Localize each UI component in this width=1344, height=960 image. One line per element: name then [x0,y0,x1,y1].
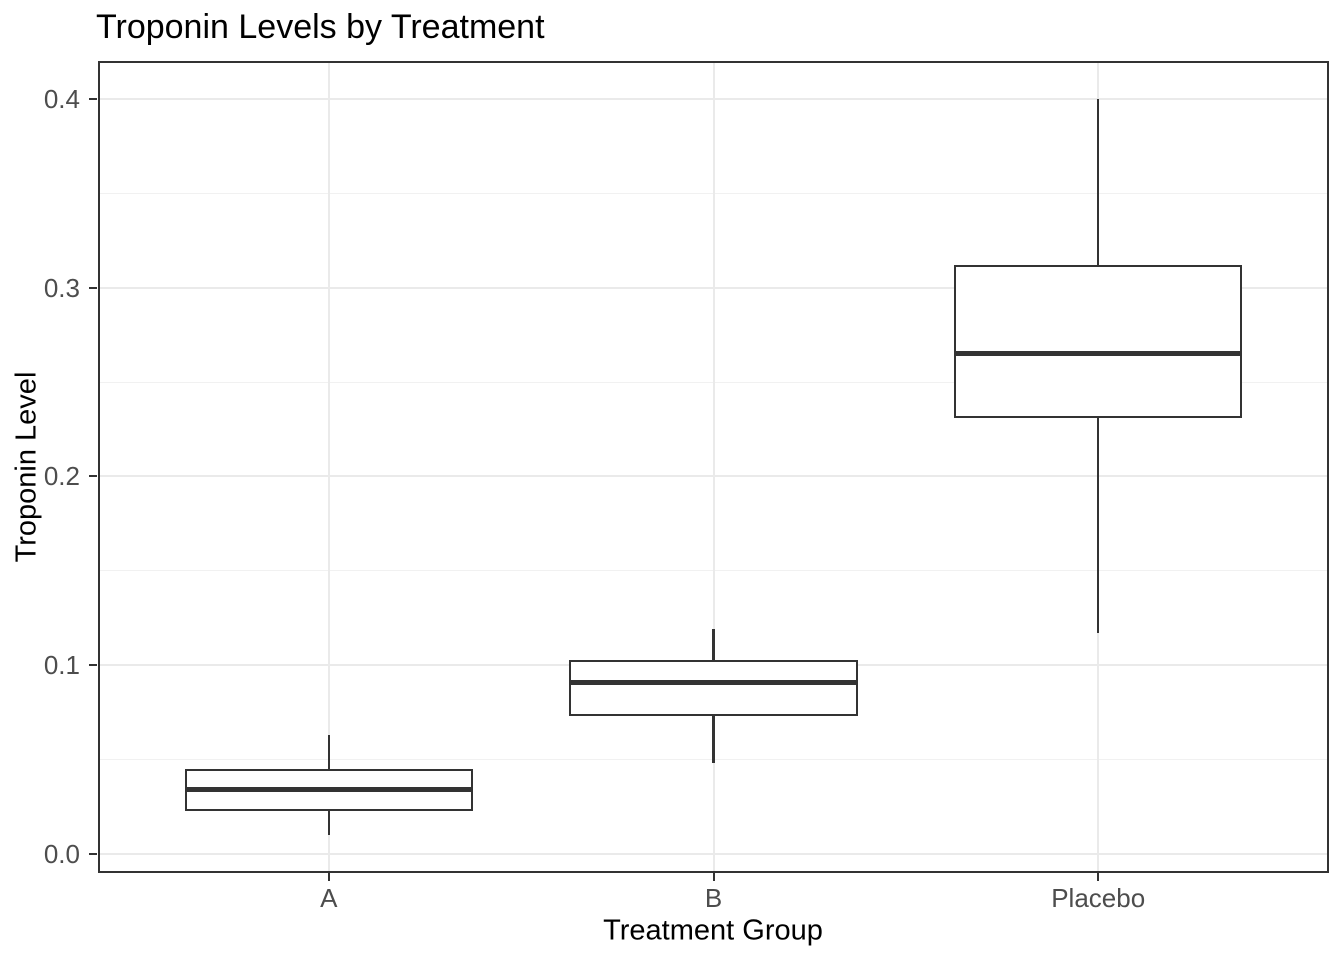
median-Placebo [953,351,1243,357]
box-B [569,659,858,717]
y-tick-label: 0.3 [43,272,80,303]
whisker-upper-B [712,629,715,660]
box-Placebo [953,264,1243,418]
y-tick-label: 0.1 [43,650,80,681]
x-axis-tick [327,873,330,881]
whisker-lower-Placebo [1096,417,1100,634]
x-tick-label: A [320,883,338,913]
x-tick-label: Placebo [1051,883,1146,913]
x-axis-tick [1097,873,1100,881]
y-tick-label: 0.4 [43,83,80,114]
y-axis-tick [89,286,97,289]
whisker-lower-B [712,716,715,764]
y-axis-tick [89,664,97,667]
x-tick-label: B [704,883,723,913]
plot-panel [98,61,1329,873]
y-tick-label: 0.0 [43,839,80,870]
y-tick-label: 0.2 [43,461,80,492]
median-A [184,787,474,793]
chart-title: Troponin Levels by Treatment [96,8,545,46]
whisker-upper-Placebo [1096,98,1100,265]
whisker-upper-A [327,735,331,770]
whisker-lower-A [327,810,331,836]
y-axis-tick [89,97,97,100]
x-axis-tick [712,873,715,881]
gridline-major-x [712,63,715,871]
x-axis-title: Treatment Group [603,914,823,947]
y-axis-tick [89,853,97,856]
y-axis-tick [89,475,97,478]
median-B [569,679,858,685]
gridline-major-x [327,63,330,871]
